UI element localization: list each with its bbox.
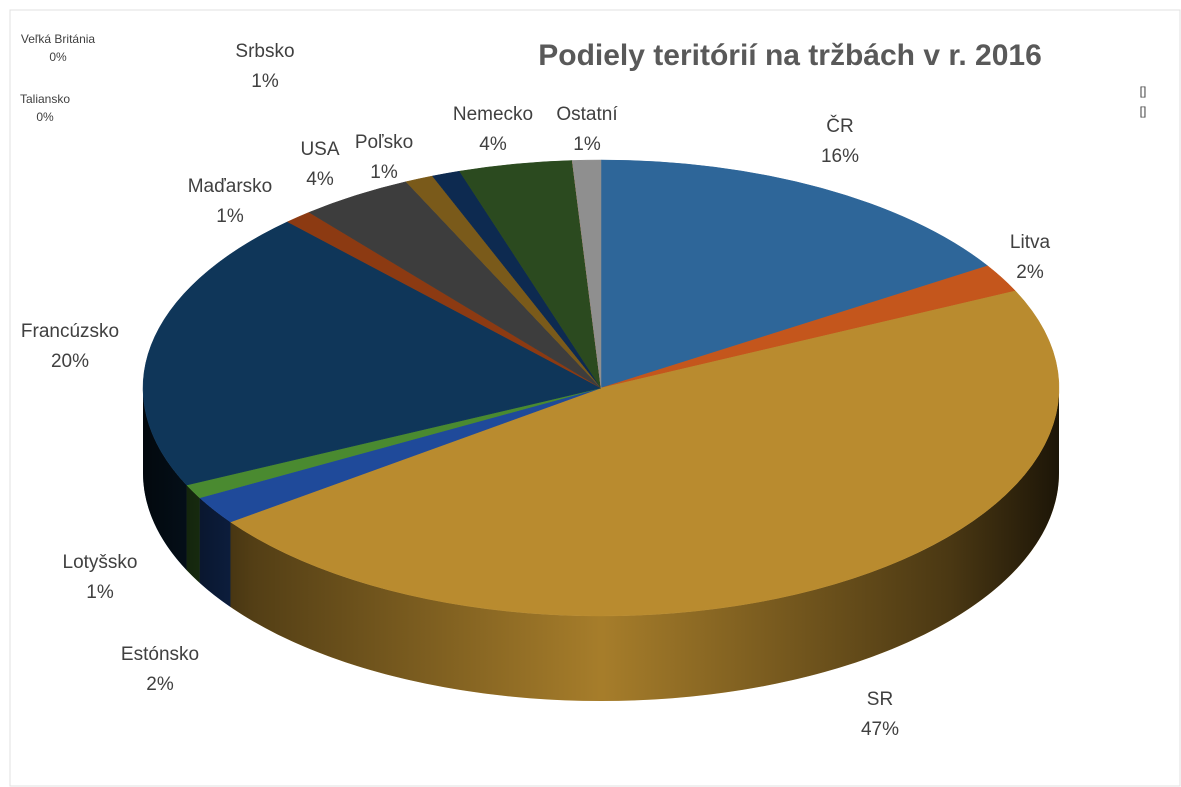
data-label-name: Veľká Británia xyxy=(21,32,96,46)
slice xyxy=(142,221,602,486)
side-shade xyxy=(143,388,1059,701)
slice xyxy=(571,159,602,389)
data-label-value: 2% xyxy=(146,674,174,695)
chart-border xyxy=(9,9,1181,787)
data-label-name: Litva xyxy=(1010,232,1051,253)
legend-entry: [] xyxy=(1140,104,1147,118)
data-label-value: 0% xyxy=(36,110,54,124)
data-label-value: 1% xyxy=(251,71,279,92)
data-label-name: Maďarsko xyxy=(188,176,273,197)
data-label-value: 4% xyxy=(306,169,334,190)
data-label-value: 2% xyxy=(1016,262,1044,283)
data-label-value: 47% xyxy=(861,719,899,740)
data-label-value: 0% xyxy=(49,50,67,64)
data-label-value: 16% xyxy=(821,146,859,167)
data-label-name: Poľsko xyxy=(355,132,413,153)
data-label-name: SR xyxy=(867,689,893,710)
data-label-name: Srbsko xyxy=(235,41,294,62)
data-label-value: 1% xyxy=(573,134,601,155)
data-label-value: 4% xyxy=(479,134,507,155)
legend-entry: [] xyxy=(1140,84,1147,98)
slice xyxy=(229,290,1060,617)
chart-title: Podiely teritórií na tržbách v r. 2016 xyxy=(538,39,1042,72)
data-label-name: Estónsko xyxy=(121,644,199,665)
data-label-value: 1% xyxy=(216,206,244,227)
data-label-name: ČR xyxy=(826,115,853,137)
slice xyxy=(600,159,989,389)
data-label-name: Francúzsko xyxy=(21,321,119,342)
data-label-value: 1% xyxy=(370,162,398,183)
data-label-value: 1% xyxy=(86,582,114,603)
data-label-name: Taliansko xyxy=(20,92,70,106)
data-label-name: Ostatní xyxy=(556,104,618,125)
data-label-name: USA xyxy=(300,139,339,160)
data-label-name: Nemecko xyxy=(453,104,533,125)
data-label-value: 20% xyxy=(51,351,89,372)
data-label-name: Lotyšsko xyxy=(63,552,138,573)
